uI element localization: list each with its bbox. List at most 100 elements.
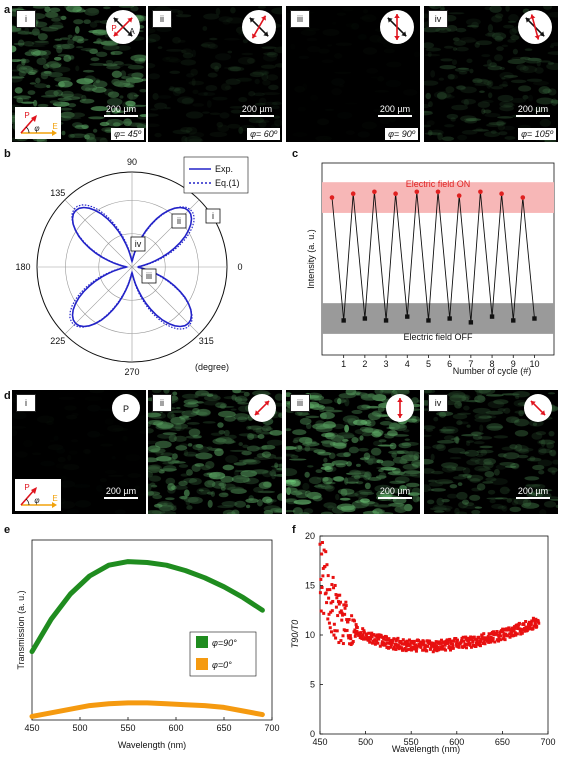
scatter-point: [482, 632, 486, 636]
texture-speck: [477, 101, 491, 108]
scatter-point: [462, 644, 466, 648]
scatter-point: [336, 614, 340, 618]
texture-speck: [222, 483, 236, 490]
texture-speck: [457, 482, 463, 487]
texture-speck: [427, 488, 435, 492]
texture-speck: [482, 64, 491, 67]
texture-speck: [426, 120, 435, 126]
texture-speck: [73, 19, 84, 25]
texture-speck: [274, 456, 282, 460]
texture-speck: [84, 134, 90, 140]
scatter-point: [501, 629, 505, 633]
texture-speck: [271, 105, 280, 110]
texture-speck: [387, 471, 405, 476]
scatter-point: [326, 617, 330, 621]
texture-speck: [148, 123, 160, 128]
x-tick-label: 4: [405, 359, 410, 369]
texture-speck: [340, 434, 356, 439]
texture-speck: [206, 100, 212, 108]
texture-speck: [259, 69, 270, 76]
scale-bar-line: [104, 497, 138, 499]
texture-speck: [155, 455, 172, 462]
texture-speck: [153, 503, 163, 508]
scatter-point: [320, 585, 324, 589]
texture-speck: [168, 410, 186, 413]
texture-speck: [139, 114, 146, 118]
scatter-point: [510, 630, 514, 634]
texture-speck: [242, 444, 249, 449]
texture-speck: [134, 485, 140, 490]
arrowhead: [249, 17, 255, 23]
texture-speck: [473, 441, 485, 445]
texture-speck: [465, 118, 482, 122]
texture-speck: [64, 6, 75, 10]
texture-speck: [192, 444, 204, 451]
texture-speck: [361, 14, 377, 23]
texture-speck: [374, 89, 389, 93]
texture-speck: [306, 392, 323, 400]
texture-speck: [354, 490, 369, 499]
texture-speck: [444, 508, 451, 512]
arrowhead: [529, 14, 536, 20]
texture-speck: [33, 99, 38, 107]
micrograph-tag: i: [16, 10, 36, 28]
texture-speck: [49, 100, 59, 104]
texture-speck: [104, 418, 114, 425]
texture-speck: [35, 77, 41, 84]
scatter-point: [502, 632, 506, 636]
scale-bar-label: 200 µm: [105, 104, 137, 114]
texture-speck: [494, 54, 503, 62]
texture-speck: [531, 483, 546, 489]
texture-speck: [351, 22, 360, 30]
texture-speck: [165, 57, 171, 60]
texture-speck: [105, 118, 124, 127]
texture-speck: [444, 95, 455, 99]
scatter-point: [323, 564, 327, 568]
scatter-point: [394, 642, 398, 646]
texture-speck: [550, 98, 558, 106]
texture-speck: [167, 483, 176, 491]
texture-speck: [525, 484, 541, 487]
texture-speck: [28, 49, 36, 52]
texture-speck: [238, 126, 244, 134]
texture-speck: [345, 492, 359, 497]
texture-speck: [298, 412, 311, 416]
scatter-point: [487, 632, 491, 636]
texture-speck: [286, 453, 296, 457]
texture-speck: [57, 456, 66, 463]
texture-speck: [370, 76, 380, 79]
legend-label-exp: Exp.: [215, 164, 233, 174]
texture-speck: [446, 24, 458, 32]
polarizer-icon: [248, 394, 276, 422]
texture-speck: [182, 52, 194, 59]
marker-box-i: [205, 208, 221, 224]
texture-speck: [471, 21, 479, 29]
texture-speck: [148, 445, 161, 453]
texture-speck: [65, 414, 78, 420]
texture-speck: [349, 470, 367, 475]
texture-speck: [485, 394, 504, 397]
texture-speck: [388, 503, 405, 507]
texture-speck: [484, 6, 493, 11]
scatter-point: [461, 635, 465, 639]
texture-speck: [424, 110, 433, 113]
scatter-point: [350, 641, 354, 645]
scatter-point: [375, 639, 379, 643]
texture-speck: [507, 59, 526, 65]
texture-speck: [111, 78, 121, 86]
texture-speck: [400, 474, 418, 477]
scatter-point: [407, 647, 411, 651]
texture-speck: [510, 97, 527, 103]
texture-speck: [482, 461, 494, 469]
texture-speck: [508, 14, 519, 22]
texture-speck: [40, 26, 59, 32]
texture-speck: [344, 477, 349, 485]
texture-speck: [221, 492, 229, 496]
texture-speck: [258, 120, 267, 128]
texture-speck: [218, 492, 229, 498]
texture-speck: [507, 39, 517, 43]
texture-speck: [286, 487, 298, 493]
scatter-point: [497, 639, 501, 643]
scale-bar-line: [516, 497, 550, 499]
